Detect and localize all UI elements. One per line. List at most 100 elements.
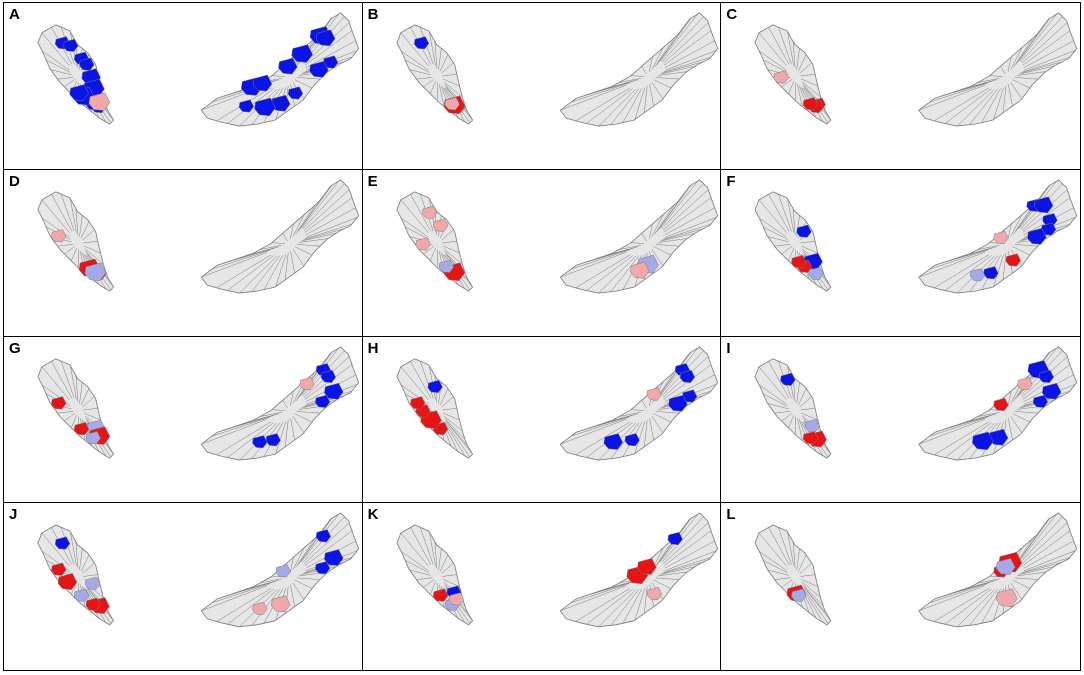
map-svg [396, 512, 718, 628]
east-district-border [969, 589, 999, 626]
east-district-border [271, 242, 285, 244]
east-district-border [304, 530, 353, 567]
east-district-border [1019, 13, 1058, 62]
west-district-border [404, 226, 430, 240]
west-region-lr [88, 92, 111, 111]
map-panel-f: F [721, 170, 1080, 337]
west-district-border [796, 548, 801, 571]
east-district-border [1017, 18, 1051, 63]
east-district-border [661, 16, 704, 62]
west-district-border [64, 412, 76, 421]
east-district-border [1015, 243, 1039, 247]
west-district-border [83, 240, 98, 244]
east-district-border [227, 255, 274, 291]
east-district-border [284, 419, 289, 447]
east-district-border [977, 578, 1001, 584]
east-region-lr [996, 588, 1018, 608]
borneo-malaysia-outline [559, 179, 718, 294]
west-district-border [416, 77, 432, 80]
west-district-border [400, 533, 429, 567]
west-district-border [787, 198, 795, 233]
east-district-border [661, 228, 704, 241]
east-district-border [247, 580, 279, 590]
east-district-border [977, 411, 1001, 417]
east-district-border [653, 580, 671, 590]
west-district-border [774, 410, 791, 413]
west-region-lr [773, 70, 790, 84]
east-district-border [275, 254, 287, 287]
west-district-border [793, 41, 796, 68]
west-region-lb [85, 576, 101, 591]
east-region-lr [252, 602, 268, 616]
east-district-border [1020, 16, 1063, 62]
west-region-lb [808, 266, 824, 280]
east-region-sb [278, 57, 298, 75]
east-region-lr [993, 230, 1009, 244]
west-district-border [71, 247, 77, 261]
west-district-border [83, 574, 98, 577]
east-district-border [977, 244, 1001, 250]
east-region-sb [315, 561, 331, 575]
west-district-border [41, 533, 70, 567]
west-district-border [759, 366, 788, 400]
west-district-border [434, 541, 437, 569]
west-district-border [83, 245, 101, 254]
east-district-border [201, 251, 268, 278]
west-district-border [788, 247, 795, 261]
west-region-sb [427, 379, 443, 393]
east-district-border [965, 412, 997, 422]
west-region-sb [63, 38, 79, 52]
west-region-sr [51, 562, 67, 577]
east-district-border [655, 410, 679, 413]
map-panel-l: L [721, 503, 1080, 670]
west-region-sr [803, 97, 819, 111]
east-district-border [618, 244, 641, 250]
east-district-border [651, 248, 663, 266]
west-district-border [442, 245, 460, 254]
east-district-border [290, 250, 295, 273]
west-district-border [80, 554, 90, 572]
west-district-border [781, 245, 793, 254]
east-district-border [594, 581, 635, 594]
east-region-sb [1034, 196, 1054, 213]
west-district-border [82, 396, 95, 407]
east-district-border [651, 415, 663, 433]
east-district-border [953, 413, 994, 426]
west-district-border [804, 588, 832, 622]
panel-label: G [9, 339, 21, 357]
map-svg [754, 12, 1078, 127]
west-region-sr [791, 254, 807, 268]
west-district-border [444, 419, 469, 447]
east-district-border [1012, 79, 1031, 89]
panel-label: K [367, 506, 379, 524]
east-district-border [598, 589, 636, 628]
west-district-border [793, 208, 796, 235]
east-district-border [271, 75, 285, 77]
panel-label: F [726, 172, 736, 190]
east-region-sb [972, 431, 994, 450]
east-district-border [929, 82, 989, 103]
west-district-border [445, 420, 473, 454]
east-region-sb [324, 549, 344, 567]
map-panel-k: K [363, 503, 722, 670]
east-district-border [653, 412, 671, 422]
east-district-border [659, 566, 696, 576]
west-district-border [70, 532, 77, 567]
east-district-border [227, 421, 274, 458]
east-district-border [290, 417, 295, 440]
west-district-border [778, 527, 792, 565]
west-district-border [80, 387, 90, 405]
west-district-border [41, 366, 70, 400]
borneo-malaysia-outline [200, 345, 360, 460]
east-district-border [664, 373, 715, 402]
east-region-sb [291, 44, 313, 63]
east-district-border [622, 588, 642, 624]
west-district-border [441, 240, 457, 244]
map-svg [396, 12, 718, 127]
west-district-border [763, 560, 789, 574]
east-district-border [664, 207, 715, 235]
east-district-border [919, 251, 986, 278]
west-district-border [409, 69, 431, 76]
west-district-border [75, 208, 79, 235]
map-svg [754, 179, 1078, 294]
